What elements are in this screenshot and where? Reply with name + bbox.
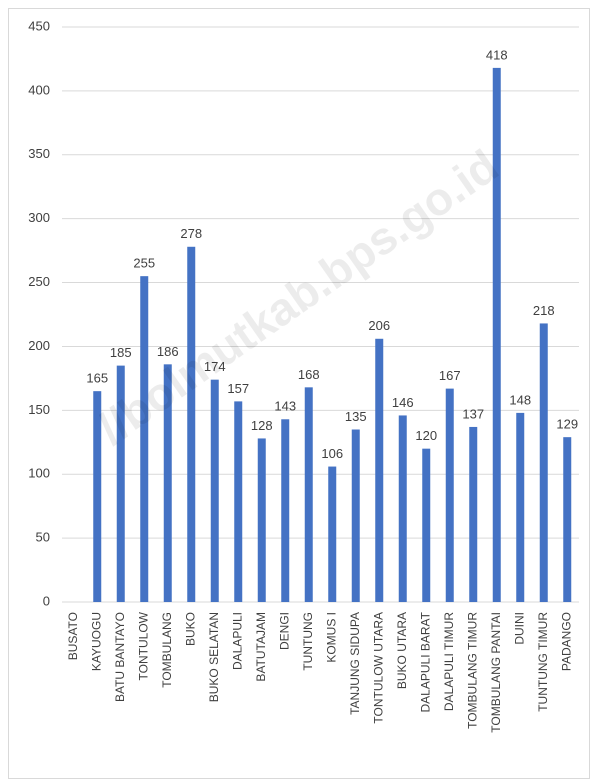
y-tick-label: 0 — [43, 593, 50, 608]
data-label: 106 — [321, 446, 343, 461]
x-tick-label: BUSATO — [66, 612, 80, 660]
x-tick-label: BUKO UTARA — [395, 612, 409, 689]
bar — [539, 323, 548, 602]
y-tick-label: 200 — [28, 338, 50, 353]
bar — [516, 412, 525, 602]
x-tick-label: TOMBULANG PANTAI — [489, 612, 503, 733]
bar — [469, 426, 478, 602]
x-tick-label: BUKO SELATAN — [207, 612, 221, 702]
y-tick-label: 150 — [28, 402, 50, 417]
data-label: 148 — [509, 392, 531, 407]
x-tick-label: TUNTUNG TIMUR — [536, 612, 550, 712]
data-label: 185 — [110, 345, 132, 360]
bar — [93, 391, 102, 602]
data-label: 167 — [439, 368, 461, 383]
bar — [304, 387, 313, 602]
bar — [492, 67, 501, 602]
data-label: 278 — [180, 226, 202, 241]
bar — [422, 448, 431, 602]
x-tick-label: TANJUNG SIDUPA — [348, 612, 362, 715]
data-label: 255 — [133, 256, 155, 271]
x-tick-label: TONTULOW — [136, 611, 150, 680]
bar — [445, 388, 454, 602]
x-tick-label: DUINI — [512, 612, 526, 645]
x-tick-label: TUNTUNG — [301, 612, 315, 671]
y-tick-label: 100 — [28, 466, 50, 481]
x-tick-label: KAYUOGU — [89, 612, 103, 671]
data-label: 120 — [415, 428, 437, 443]
y-tick-label: 400 — [28, 82, 50, 97]
data-label: 418 — [486, 47, 508, 62]
data-label: 129 — [556, 417, 578, 432]
x-tick-label: DENGI — [277, 612, 291, 650]
bar — [375, 338, 384, 602]
data-label: 128 — [251, 418, 273, 433]
x-tick-label: BUKO — [183, 612, 197, 646]
bar — [328, 466, 337, 602]
x-tick-label: DALAPULI — [230, 612, 244, 670]
x-tick-label: TONTULOW UTARA — [371, 612, 385, 724]
bar — [210, 379, 219, 602]
x-tick-label: DALAPULI BARAT — [418, 611, 432, 712]
data-label: 168 — [298, 367, 320, 382]
plot-area: 0 50 100 150 200 250 300 350 400 450 BUSATO KAYUOGU… — [28, 18, 579, 733]
y-tick-label: 250 — [28, 274, 50, 289]
data-label: 186 — [157, 344, 179, 359]
bar — [140, 276, 149, 602]
bar — [116, 365, 125, 602]
data-label: 206 — [368, 318, 390, 333]
x-tick-label: PADANGO — [559, 612, 573, 671]
data-label: 143 — [274, 399, 296, 414]
x-tick-label: KOMUS I — [324, 612, 338, 663]
watermark: //bolmutkab.bps.go.id — [88, 139, 507, 454]
bar — [281, 419, 290, 602]
bar — [163, 364, 172, 602]
x-tick-label: BATU BANTAYO — [113, 612, 127, 702]
x-tick-label: TOMBULANG — [160, 612, 174, 688]
bar — [563, 437, 572, 602]
y-tick-label: 50 — [36, 530, 50, 545]
bar — [398, 415, 407, 602]
data-label: 137 — [462, 406, 484, 421]
data-label: 174 — [204, 359, 226, 374]
x-tick-label: DALAPULI TIMUR — [442, 612, 456, 711]
bar — [187, 246, 196, 602]
y-tick-label: 450 — [28, 18, 50, 33]
bar — [351, 429, 360, 602]
x-tick-label: BATUTAJAM — [254, 612, 268, 682]
chart-border — [8, 8, 590, 779]
data-label: 146 — [392, 395, 414, 410]
x-tick-label: TOMBULANG TIMUR — [465, 612, 479, 729]
data-label: 218 — [533, 303, 555, 318]
y-tick-label: 300 — [28, 210, 50, 225]
bar — [257, 438, 266, 602]
bar — [234, 401, 243, 602]
data-label: 135 — [345, 409, 367, 424]
y-tick-label: 350 — [28, 146, 50, 161]
data-label: 165 — [86, 371, 108, 386]
data-label: 157 — [227, 381, 249, 396]
